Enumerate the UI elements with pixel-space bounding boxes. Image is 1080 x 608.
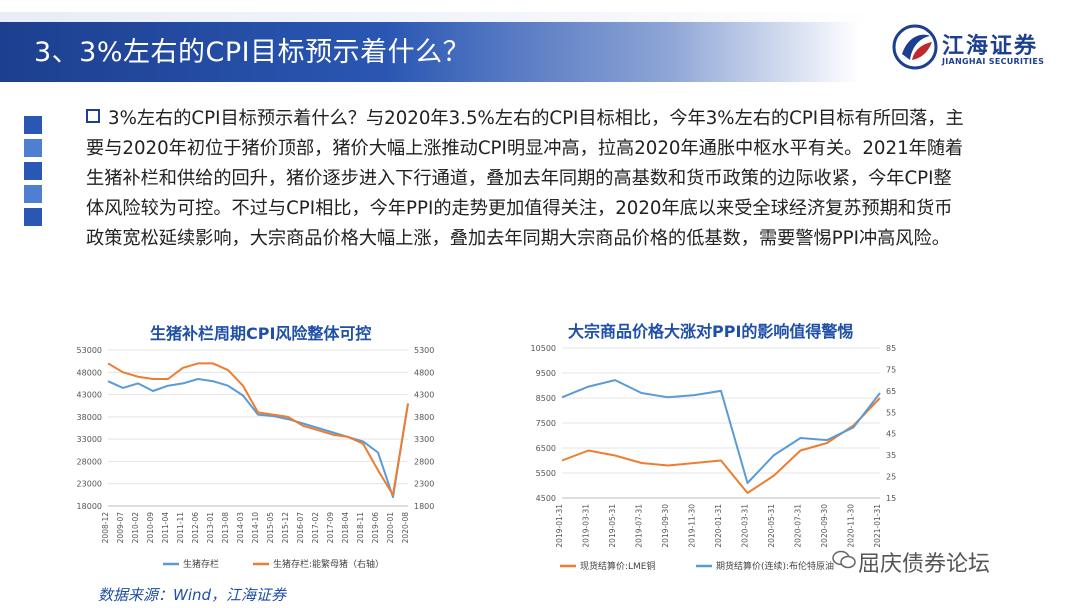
decor-square	[24, 139, 42, 157]
y-tick-label-right: 3300	[414, 435, 434, 444]
logo-text-cn: 江海证券	[942, 34, 1039, 59]
y-tick-label-left: 38000	[77, 413, 102, 422]
x-tick-label: 2008-12	[101, 512, 110, 544]
y-tick-label-left: 33000	[77, 435, 102, 444]
x-tick-label: 2020-08	[401, 512, 410, 544]
decor-square	[24, 185, 42, 203]
x-tick-label: 2019-09-30	[661, 504, 670, 548]
y-tick-label-right: 2300	[414, 480, 434, 489]
x-tick-label: 2019-01-31	[555, 504, 564, 548]
logo-mark-icon	[892, 24, 938, 70]
legend-label: 生猪存栏:能繁母猪（右轴）	[273, 558, 384, 570]
x-tick-label: 2017-02	[311, 512, 320, 544]
y-tick-label-right: 55	[886, 408, 896, 417]
body-paragraph: 3%左右的CPI目标预示着什么？与2020年3.5%左右的CPI目标相比，今年3…	[86, 104, 966, 254]
legend-label: 生猪存栏	[183, 558, 219, 570]
x-tick-label: 2011-11	[176, 512, 185, 544]
y-tick-label-right: 2800	[414, 457, 434, 466]
y-tick-label-left: 18000	[77, 502, 102, 511]
x-tick-label: 2020-01	[386, 512, 395, 544]
wechat-icon	[832, 550, 856, 569]
x-tick-label: 2011-04	[161, 512, 170, 544]
header-highlight	[0, 12, 880, 22]
x-tick-label: 2016-07	[296, 512, 305, 544]
x-tick-label: 2013-08	[221, 512, 230, 544]
y-tick-label-right: 4300	[414, 391, 434, 400]
x-tick-label: 2018-11	[356, 512, 365, 544]
chart1-title: 生猪补栏周期CPI风险整体可控	[150, 324, 372, 343]
header-band	[0, 0, 880, 92]
y-tick-label-right: 35	[886, 451, 896, 460]
y-tick-label-right: 3800	[414, 413, 434, 422]
x-tick-label: 2010-09	[146, 512, 155, 544]
x-tick-label: 2017-09	[326, 512, 335, 544]
y-tick-label-right: 5300	[414, 346, 434, 355]
x-tick-label: 2012-06	[191, 512, 200, 544]
legend-label: 现货结算价:LME铜	[580, 560, 656, 572]
x-tick-label: 2019-11-30	[688, 504, 697, 548]
body-text: 3%左右的CPI目标预示着什么？与2020年3.5%左右的CPI目标相比，今年3…	[86, 108, 964, 249]
y-tick-label-right: 65	[886, 387, 896, 396]
x-tick-label: 2009-07	[116, 512, 125, 544]
x-tick-label: 2020-03-31	[741, 504, 750, 548]
y-tick-label-left: 7500	[536, 419, 556, 428]
y-tick-label-left: 5500	[536, 469, 556, 478]
chart2-title: 大宗商品价格大涨对PPI的影响值得警惕	[568, 322, 854, 341]
y-tick-label-left: 23000	[77, 480, 102, 489]
x-tick-label: 2020-05-31	[767, 504, 776, 548]
y-tick-label-right: 4800	[414, 368, 434, 377]
header-bar	[0, 22, 860, 82]
y-tick-label-right: 15	[886, 494, 896, 503]
watermark: 屈庆债券论坛	[858, 552, 991, 577]
y-tick-label-left: 10500	[531, 344, 556, 353]
x-tick-label: 2014-03	[236, 512, 245, 544]
y-tick-label-right: 1800	[414, 502, 434, 511]
bullet-square-icon	[86, 109, 100, 123]
x-tick-label: 2015-05	[266, 512, 275, 544]
y-tick-label-left: 8500	[536, 394, 556, 403]
series-line	[107, 362, 409, 496]
decor-square	[24, 208, 42, 226]
decor-square	[24, 162, 42, 180]
x-tick-label: 2015-12	[281, 512, 290, 544]
x-tick-label: 2020-07-31	[794, 504, 803, 548]
chart1: 53000 48000 43000 38000 33000 28000 23000 18000…	[77, 346, 435, 570]
x-tick-label: 2020-09-30	[820, 504, 829, 548]
data-source: 数据来源：Wind，江海证券	[98, 586, 287, 604]
series-line	[561, 379, 881, 484]
x-tick-label: 2018-04	[341, 512, 350, 544]
x-tick-label: 2019-06	[371, 512, 380, 544]
x-tick-label: 2014-10	[251, 512, 260, 544]
x-tick-label: 2019-05-31	[608, 504, 617, 548]
y-tick-label-left: 4500	[536, 494, 556, 503]
y-tick-label-left: 53000	[77, 346, 102, 355]
y-tick-label-left: 48000	[77, 368, 102, 377]
series-line	[107, 378, 409, 499]
x-tick-label: 2020-01-31	[714, 504, 723, 548]
legend-label: 期货结算价(连续):布伦特原油	[716, 560, 834, 572]
y-tick-label-left: 28000	[77, 457, 102, 466]
y-tick-label-right: 25	[886, 473, 896, 482]
y-tick-label-left: 9500	[536, 369, 556, 378]
slide-title: 3、3%左右的CPI目标预示着什么？	[34, 37, 471, 68]
y-tick-label-right: 75	[886, 365, 896, 374]
x-tick-label: 2010-02	[131, 512, 140, 544]
logo-text-en: JIANGHAI SECURITIES	[942, 57, 1045, 66]
series-line	[561, 397, 881, 494]
y-tick-label-left: 6500	[536, 444, 556, 453]
company-logo: 江海证券 JIANGHAI SECURITIES	[892, 24, 1062, 74]
x-tick-label: 2019-07-31	[635, 504, 644, 548]
x-tick-label: 2019-03-31	[582, 504, 591, 548]
x-tick-label: 2021-01-31	[873, 504, 882, 548]
decor-square	[24, 116, 42, 134]
chart2: 10500 9500 8500 7500 6500 5500 4500 85 75 65 55 45 3…	[531, 344, 897, 572]
y-tick-label-right: 45	[886, 430, 896, 439]
y-tick-label-left: 43000	[77, 391, 102, 400]
y-tick-label-right: 85	[886, 344, 896, 353]
x-tick-label: 2020-11-30	[847, 504, 856, 548]
x-tick-label: 2013-01	[206, 512, 215, 544]
